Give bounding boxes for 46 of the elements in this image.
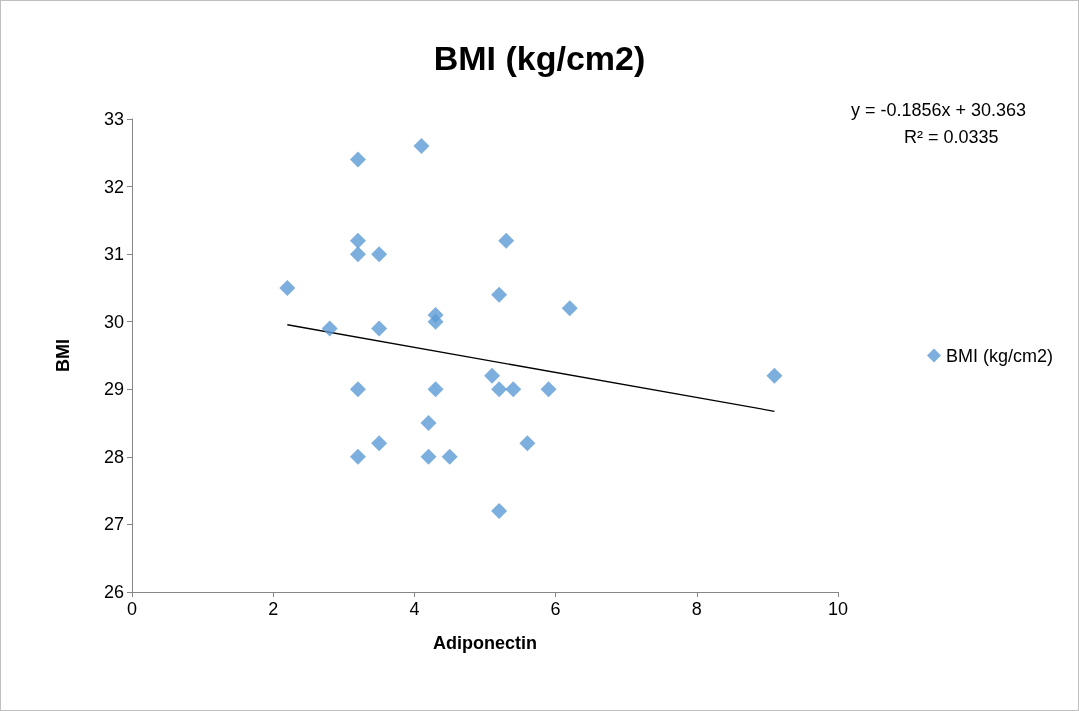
point <box>413 138 430 155</box>
point <box>540 381 557 398</box>
point <box>279 279 296 296</box>
x-axis-title: Adiponectin <box>433 633 537 653</box>
x-tick-label: 0 <box>126 599 138 619</box>
y-tick-label: 27 <box>103 514 124 535</box>
y-tick-label: 32 <box>103 176 124 197</box>
point <box>349 246 366 263</box>
point <box>371 320 388 337</box>
y-tick-label: 28 <box>103 446 124 467</box>
point <box>420 448 437 465</box>
point <box>420 415 437 432</box>
point <box>349 448 366 465</box>
point <box>427 381 444 398</box>
y-tick-label: 30 <box>103 311 124 332</box>
point <box>349 381 366 398</box>
y-tick-label: 31 <box>103 244 124 265</box>
text: y = -0.1856x + 30.363 <box>851 100 1027 120</box>
point <box>321 320 338 337</box>
point <box>519 435 536 452</box>
point <box>491 286 508 303</box>
point <box>491 381 508 398</box>
x-tick-label: 4 <box>409 599 420 619</box>
x-tick-label: 10 <box>827 599 849 619</box>
point <box>427 313 444 330</box>
point <box>349 232 366 249</box>
x-tick-label: 2 <box>268 599 279 619</box>
point <box>766 367 783 384</box>
point <box>561 300 578 317</box>
text: R² = 0.0335 <box>904 127 999 147</box>
point <box>441 448 458 465</box>
point <box>505 381 522 398</box>
y-tick-label: 33 <box>103 109 124 129</box>
y-axis-title: BMI <box>53 339 73 372</box>
point <box>491 502 508 519</box>
x-tick-label: 8 <box>691 599 702 619</box>
x-tick-label: 6 <box>550 599 561 619</box>
point <box>371 435 388 452</box>
point <box>484 367 501 384</box>
point <box>349 151 366 168</box>
point <box>371 246 388 263</box>
y-tick-label: 26 <box>103 582 124 602</box>
legend-label: BMI (kg/cm2) <box>945 345 1054 366</box>
chart-title: BMI (kg/cm2) <box>433 39 646 77</box>
point <box>498 232 515 249</box>
y-tick-label: 29 <box>103 379 124 400</box>
